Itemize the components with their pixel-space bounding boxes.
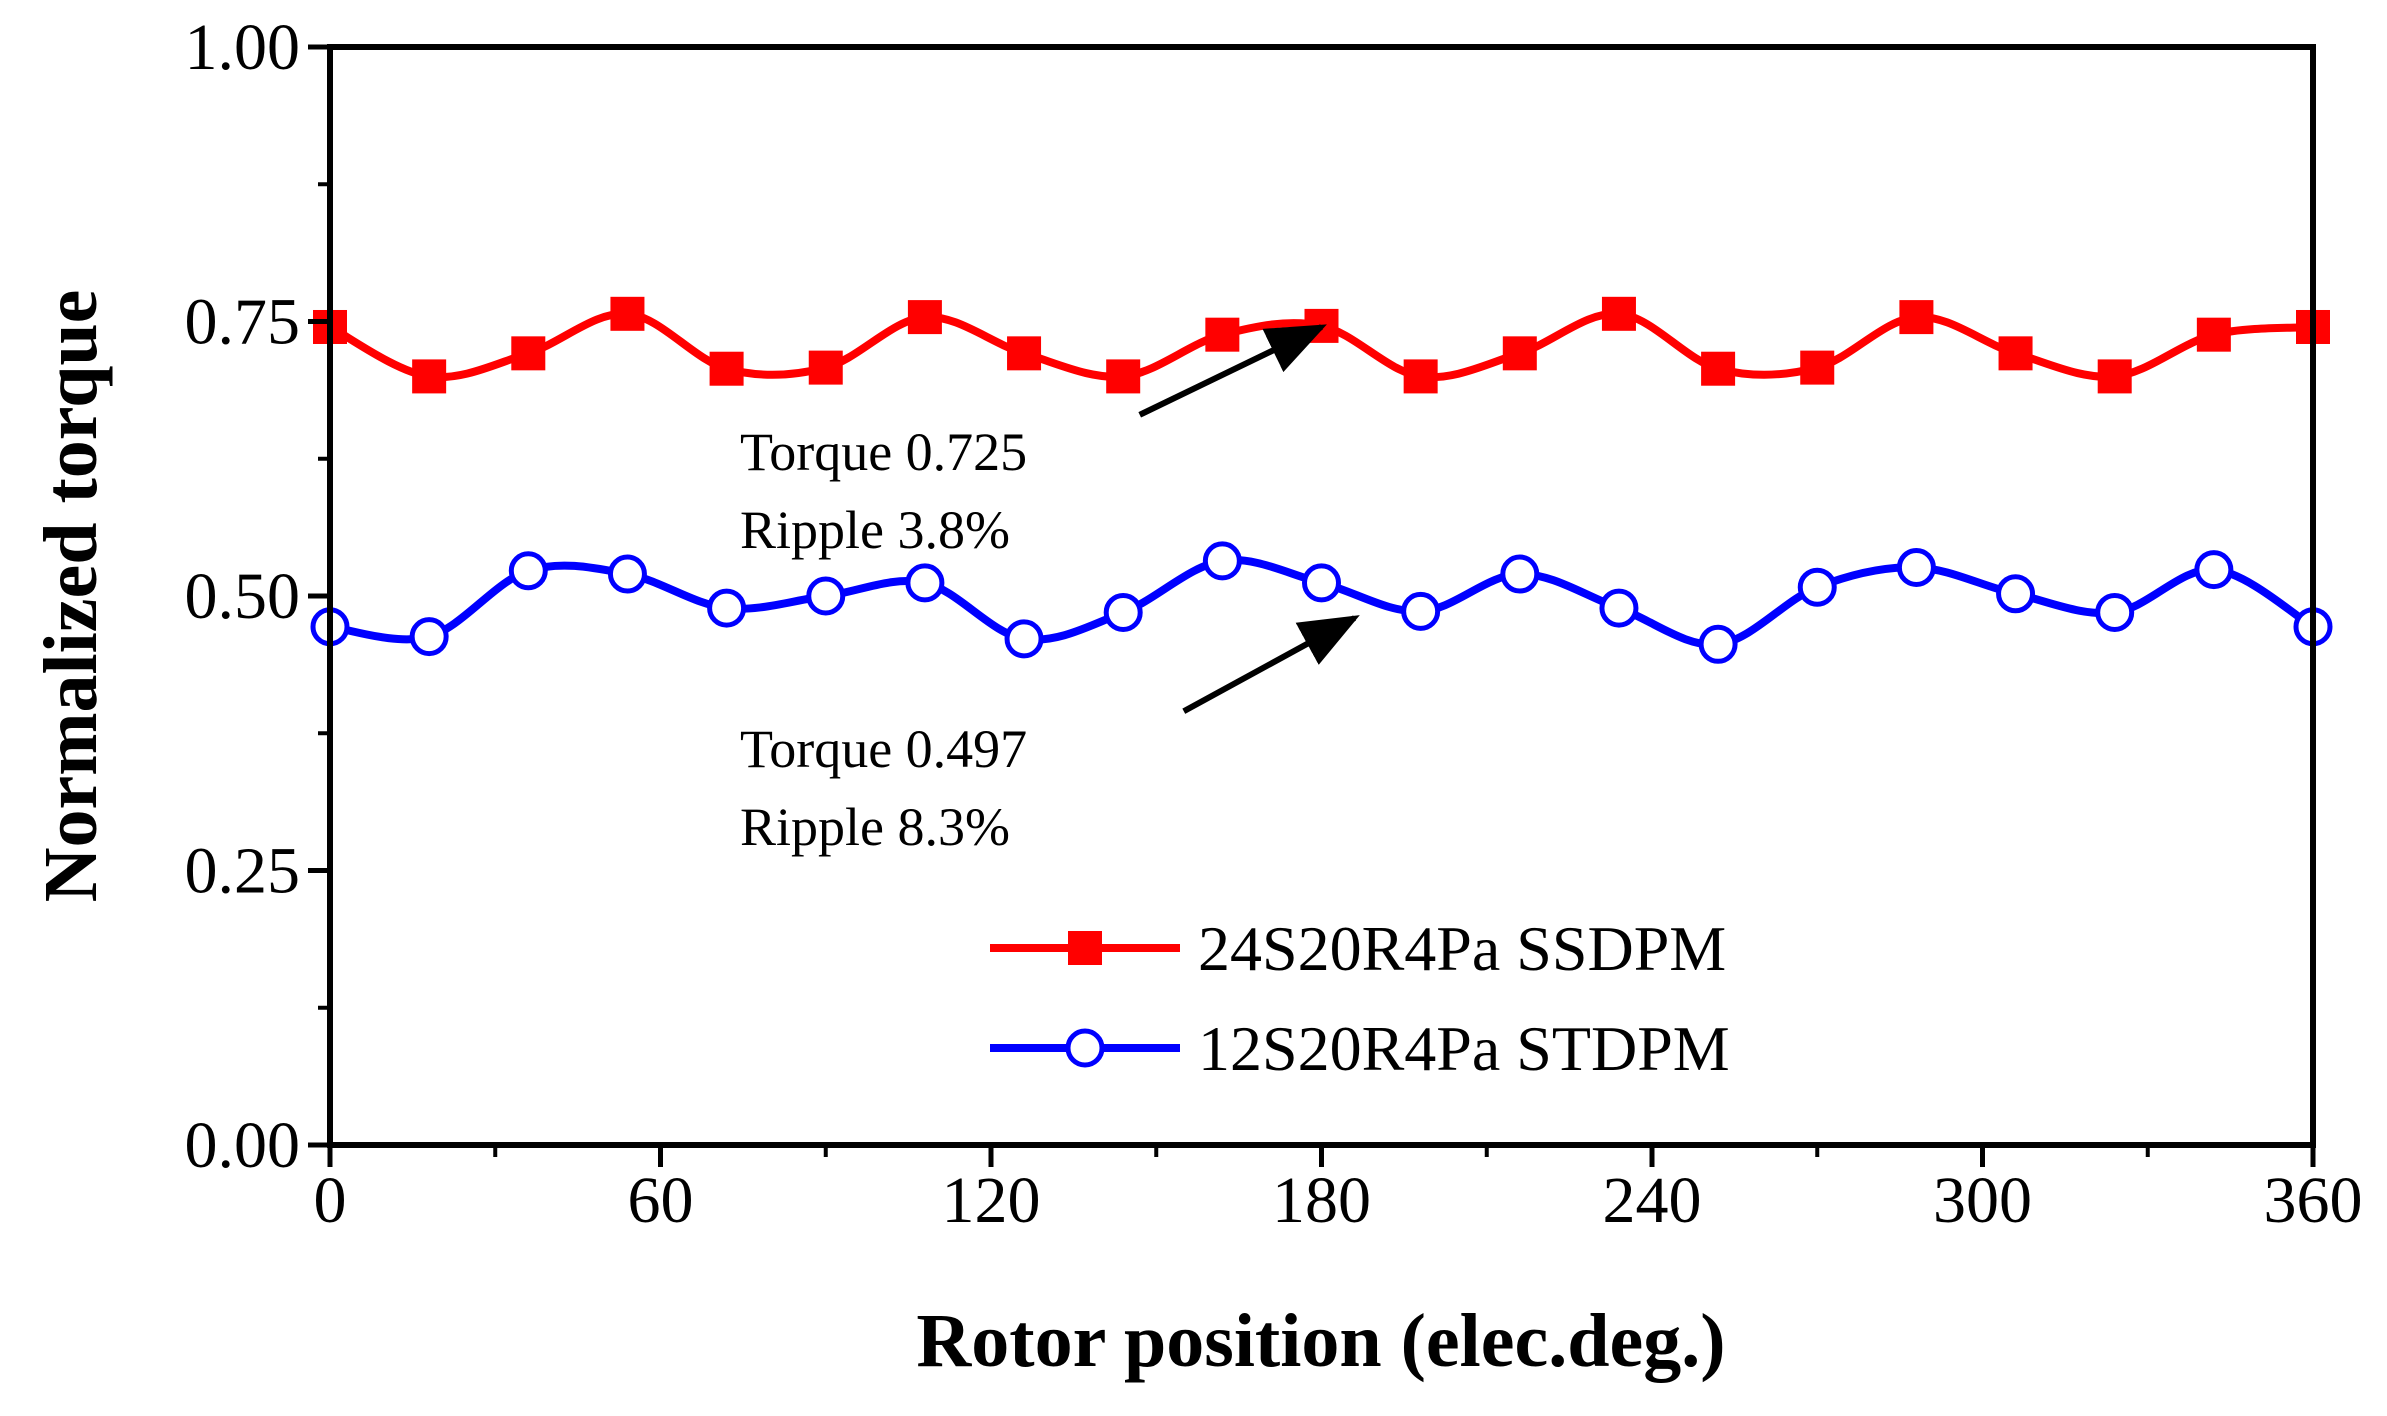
y-tick-label: 1.00 bbox=[185, 11, 301, 84]
series-2-point bbox=[1103, 592, 1143, 632]
series-1-point bbox=[1304, 308, 1339, 343]
series-1-point bbox=[511, 336, 546, 371]
series-1-point bbox=[1007, 336, 1042, 371]
series-2-point bbox=[806, 576, 846, 616]
series-2-point bbox=[1599, 588, 1639, 628]
series-2-point bbox=[1401, 591, 1441, 631]
legend-label: 24S20R4Pa SSDPM bbox=[1198, 913, 1726, 984]
annotation-text: Ripple 8.3% bbox=[740, 797, 1010, 857]
x-tick-label: 120 bbox=[942, 1164, 1041, 1237]
series-2-point bbox=[1996, 574, 2036, 614]
series-2-point bbox=[1797, 567, 1837, 607]
series-2-point bbox=[409, 617, 449, 657]
x-tick-label: 180 bbox=[1272, 1164, 1371, 1237]
series-2 bbox=[310, 541, 2333, 664]
annotation-text: Torque 0.725 bbox=[740, 422, 1027, 482]
annotation-1: Torque 0.725 Ripple 3.8% bbox=[740, 324, 1327, 560]
annotation-text: Ripple 3.8% bbox=[740, 500, 1010, 560]
series-2-point bbox=[1896, 547, 1936, 587]
series-1-point bbox=[2097, 359, 2132, 394]
series-1-point bbox=[2196, 317, 2231, 352]
series-1-point bbox=[412, 359, 447, 394]
y-tick-label: 0.00 bbox=[185, 1109, 301, 1182]
series-2-point bbox=[2095, 592, 2135, 632]
x-tick-label: 0 bbox=[314, 1164, 347, 1237]
series-1-point bbox=[1502, 336, 1537, 371]
series-1-point bbox=[1403, 359, 1438, 394]
series-1 bbox=[313, 296, 2330, 394]
x-tick-label: 300 bbox=[1933, 1164, 2032, 1237]
series-2-point bbox=[1500, 554, 1540, 594]
series-layer bbox=[310, 296, 2333, 664]
y-axis-title: Normalized torque bbox=[29, 290, 113, 903]
series-2-point bbox=[707, 588, 747, 628]
x-axis-title: Rotor position (elec.deg.) bbox=[916, 1299, 1725, 1383]
y-tick-label: 0.75 bbox=[185, 286, 301, 359]
series-2-point bbox=[607, 554, 647, 594]
annotation-2: Torque 0.497 Ripple 8.3% bbox=[740, 615, 1360, 857]
series-1-point bbox=[610, 296, 645, 331]
series-2-point bbox=[905, 563, 945, 603]
series-1-point bbox=[1701, 351, 1736, 386]
annotation-arrow bbox=[1138, 324, 1327, 418]
series-1-point bbox=[808, 350, 843, 385]
y-tick-label: 0.25 bbox=[185, 835, 301, 908]
legend-item-2: 12S20R4Pa STDPM bbox=[990, 1013, 1730, 1084]
legend-marker bbox=[1065, 1028, 1105, 1068]
series-1-point bbox=[1998, 336, 2033, 371]
legend-marker bbox=[1068, 931, 1102, 965]
series-2-point bbox=[508, 551, 548, 591]
x-tick-label: 240 bbox=[1603, 1164, 1702, 1237]
series-1-point bbox=[1899, 300, 1934, 335]
legend: 24S20R4Pa SSDPM 12S20R4Pa STDPM bbox=[990, 913, 1730, 1084]
series-2-point bbox=[1202, 541, 1242, 581]
axes-layer: 0 60 120 180 240 300 360 0.00 0.25 0.50 0.75 1.00 bbox=[185, 11, 2363, 1237]
series-1-point bbox=[907, 300, 942, 335]
series-1-point bbox=[709, 351, 744, 386]
x-tick-label: 60 bbox=[628, 1164, 694, 1237]
series-2-point bbox=[1302, 563, 1341, 603]
series-2-point bbox=[2194, 550, 2234, 590]
series-1-point bbox=[1800, 350, 1835, 385]
annotation-layer: Torque 0.725 Ripple 3.8% Torque 0.497 Rippl… bbox=[740, 324, 1360, 857]
series-2-point bbox=[1004, 619, 1044, 659]
annotation-text: Torque 0.497 bbox=[740, 719, 1027, 779]
legend-label: 12S20R4Pa STDPM bbox=[1198, 1013, 1730, 1084]
legend-item-1: 24S20R4Pa SSDPM bbox=[990, 913, 1726, 984]
series-1-point bbox=[1601, 296, 1636, 331]
annotation-arrow bbox=[1182, 615, 1360, 714]
series-2-point bbox=[1698, 624, 1738, 664]
series-1-point bbox=[1205, 317, 1240, 352]
series-1-point bbox=[1106, 359, 1141, 394]
x-tick-label: 360 bbox=[2264, 1164, 2363, 1237]
y-tick-label: 0.50 bbox=[185, 560, 301, 633]
